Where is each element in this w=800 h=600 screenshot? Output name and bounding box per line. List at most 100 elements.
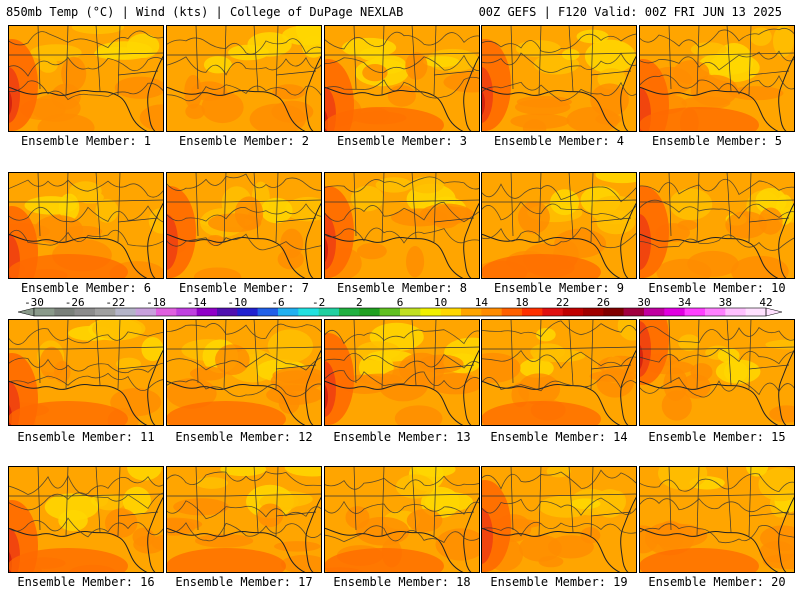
colorbar-arrow-right: [765, 307, 783, 317]
colorbar-tick-label: 30: [637, 296, 650, 309]
colorbar-swatch: [196, 308, 218, 316]
colorbar-swatch: [725, 308, 746, 316]
ensemble-panel-7: [166, 172, 322, 279]
temperature-map-19: [481, 466, 637, 573]
colorbar-swatch: [745, 308, 767, 316]
member-caption-10: Ensemble Member: 10: [648, 281, 786, 295]
colorbar-tick-label: 14: [475, 296, 489, 309]
member-caption-20: Ensemble Member: 20: [648, 575, 786, 589]
colorbar-swatch: [501, 308, 523, 316]
colorbar-swatch: [583, 308, 604, 316]
ensemble-panel-16: [8, 466, 164, 573]
colorbar-swatch: [278, 308, 299, 316]
temperature-map-10: [639, 172, 795, 279]
ensemble-panel-18: [324, 466, 480, 573]
temperature-map-18: [324, 466, 480, 573]
ensemble-panel-2: [166, 25, 322, 132]
ensemble-panel-17: [166, 466, 322, 573]
temperature-map-20: [639, 466, 795, 573]
header-run-info: 00Z GEFS | F120 Valid: 00Z FRI JUN 13 20…: [478, 5, 782, 19]
colorbar-swatch: [176, 308, 197, 316]
header-title: 850mb Temp (°C) | Wind (kts) | College o…: [6, 5, 404, 19]
ensemble-panel-13: [324, 319, 480, 426]
colorbar-swatch: [562, 308, 584, 316]
colorbar-swatch: [34, 308, 55, 316]
ensemble-panel-20: [639, 466, 795, 573]
ensemble-panel-5: [639, 25, 795, 132]
colorbar-swatch: [217, 308, 238, 316]
colorbar-swatch: [440, 308, 462, 316]
member-caption-14: Ensemble Member: 14: [490, 430, 628, 444]
temperature-map-3: [324, 25, 480, 132]
colorbar-tick-label: -30: [24, 296, 44, 309]
member-caption-17: Ensemble Member: 17: [175, 575, 313, 589]
colorbar-swatch: [54, 308, 75, 316]
member-caption-6: Ensemble Member: 6: [20, 281, 152, 295]
colorbar-tick-label: -10: [227, 296, 247, 309]
temperature-colorbar: -30 -26 -22 -18 -14 -10 -6 -2 2 6 10 14 18 22 26 30 34 38…: [17, 296, 783, 317]
colorbar-swatch: [379, 308, 401, 316]
colorbar-tick-label: -2: [312, 296, 325, 309]
colorbar-swatch: [481, 308, 502, 316]
ensemble-panel-3: [324, 25, 480, 132]
colorbar-tick-label: 38: [719, 296, 732, 309]
colorbar-tick-label: 6: [397, 296, 404, 309]
colorbar-swatch: [400, 308, 421, 316]
member-caption-13: Ensemble Member: 13: [333, 430, 471, 444]
colorbar-tick-label: 22: [556, 296, 569, 309]
temperature-map-7: [166, 172, 322, 279]
colorbar-swatch: [359, 308, 380, 316]
temperature-map-14: [481, 319, 637, 426]
temperature-map-12: [166, 319, 322, 426]
ensemble-panel-10: [639, 172, 795, 279]
temperature-map-8: [324, 172, 480, 279]
temperature-map-11: [8, 319, 164, 426]
colorbar-tick-label: -6: [271, 296, 284, 309]
colorbar-swatch: [298, 308, 319, 316]
ensemble-panel-12: [166, 319, 322, 426]
colorbar-swatch: [664, 308, 685, 316]
colorbar-swatch: [95, 308, 116, 316]
colorbar-swatch: [705, 308, 726, 316]
member-caption-3: Ensemble Member: 3: [336, 134, 468, 148]
colorbar-swatch: [603, 308, 624, 316]
colorbar-tick-label: 10: [434, 296, 447, 309]
colorbar-swatch: [339, 308, 360, 316]
member-caption-11: Ensemble Member: 11: [17, 430, 155, 444]
colorbar-tick-label: -14: [187, 296, 207, 309]
colorbar-swatch: [135, 308, 157, 316]
colorbar-swatch: [644, 308, 665, 316]
colorbar-swatch: [257, 308, 279, 316]
ensemble-panel-1: [8, 25, 164, 132]
member-caption-16: Ensemble Member: 16: [17, 575, 155, 589]
temperature-map-17: [166, 466, 322, 573]
colorbar-tick-label: 2: [356, 296, 363, 309]
colorbar-tick-label: -18: [146, 296, 166, 309]
member-caption-12: Ensemble Member: 12: [175, 430, 313, 444]
colorbar-swatch: [420, 308, 441, 316]
temperature-map-13: [324, 319, 480, 426]
temperature-map-9: [481, 172, 637, 279]
colorbar-swatch: [318, 308, 340, 316]
colorbar-swatch: [237, 308, 258, 316]
temperature-map-16: [8, 466, 164, 573]
colorbar-swatch: [684, 308, 706, 316]
member-caption-15: Ensemble Member: 15: [648, 430, 786, 444]
ensemble-panel-6: [8, 172, 164, 279]
ensemble-panel-8: [324, 172, 480, 279]
colorbar-swatch: [74, 308, 96, 316]
colorbar-swatch: [522, 308, 543, 316]
colorbar-swatch: [461, 308, 482, 316]
ensemble-panel-9: [481, 172, 637, 279]
temperature-map-2: [166, 25, 322, 132]
member-caption-1: Ensemble Member: 1: [20, 134, 152, 148]
ensemble-panel-14: [481, 319, 637, 426]
member-caption-19: Ensemble Member: 19: [490, 575, 628, 589]
colorbar-tick-label: 26: [597, 296, 610, 309]
ensemble-panel-4: [481, 25, 637, 132]
colorbar-swatch: [156, 308, 177, 316]
ensemble-panel-19: [481, 466, 637, 573]
colorbar-swatch: [542, 308, 563, 316]
colorbar-swatch: [623, 308, 645, 316]
temperature-map-15: [639, 319, 795, 426]
